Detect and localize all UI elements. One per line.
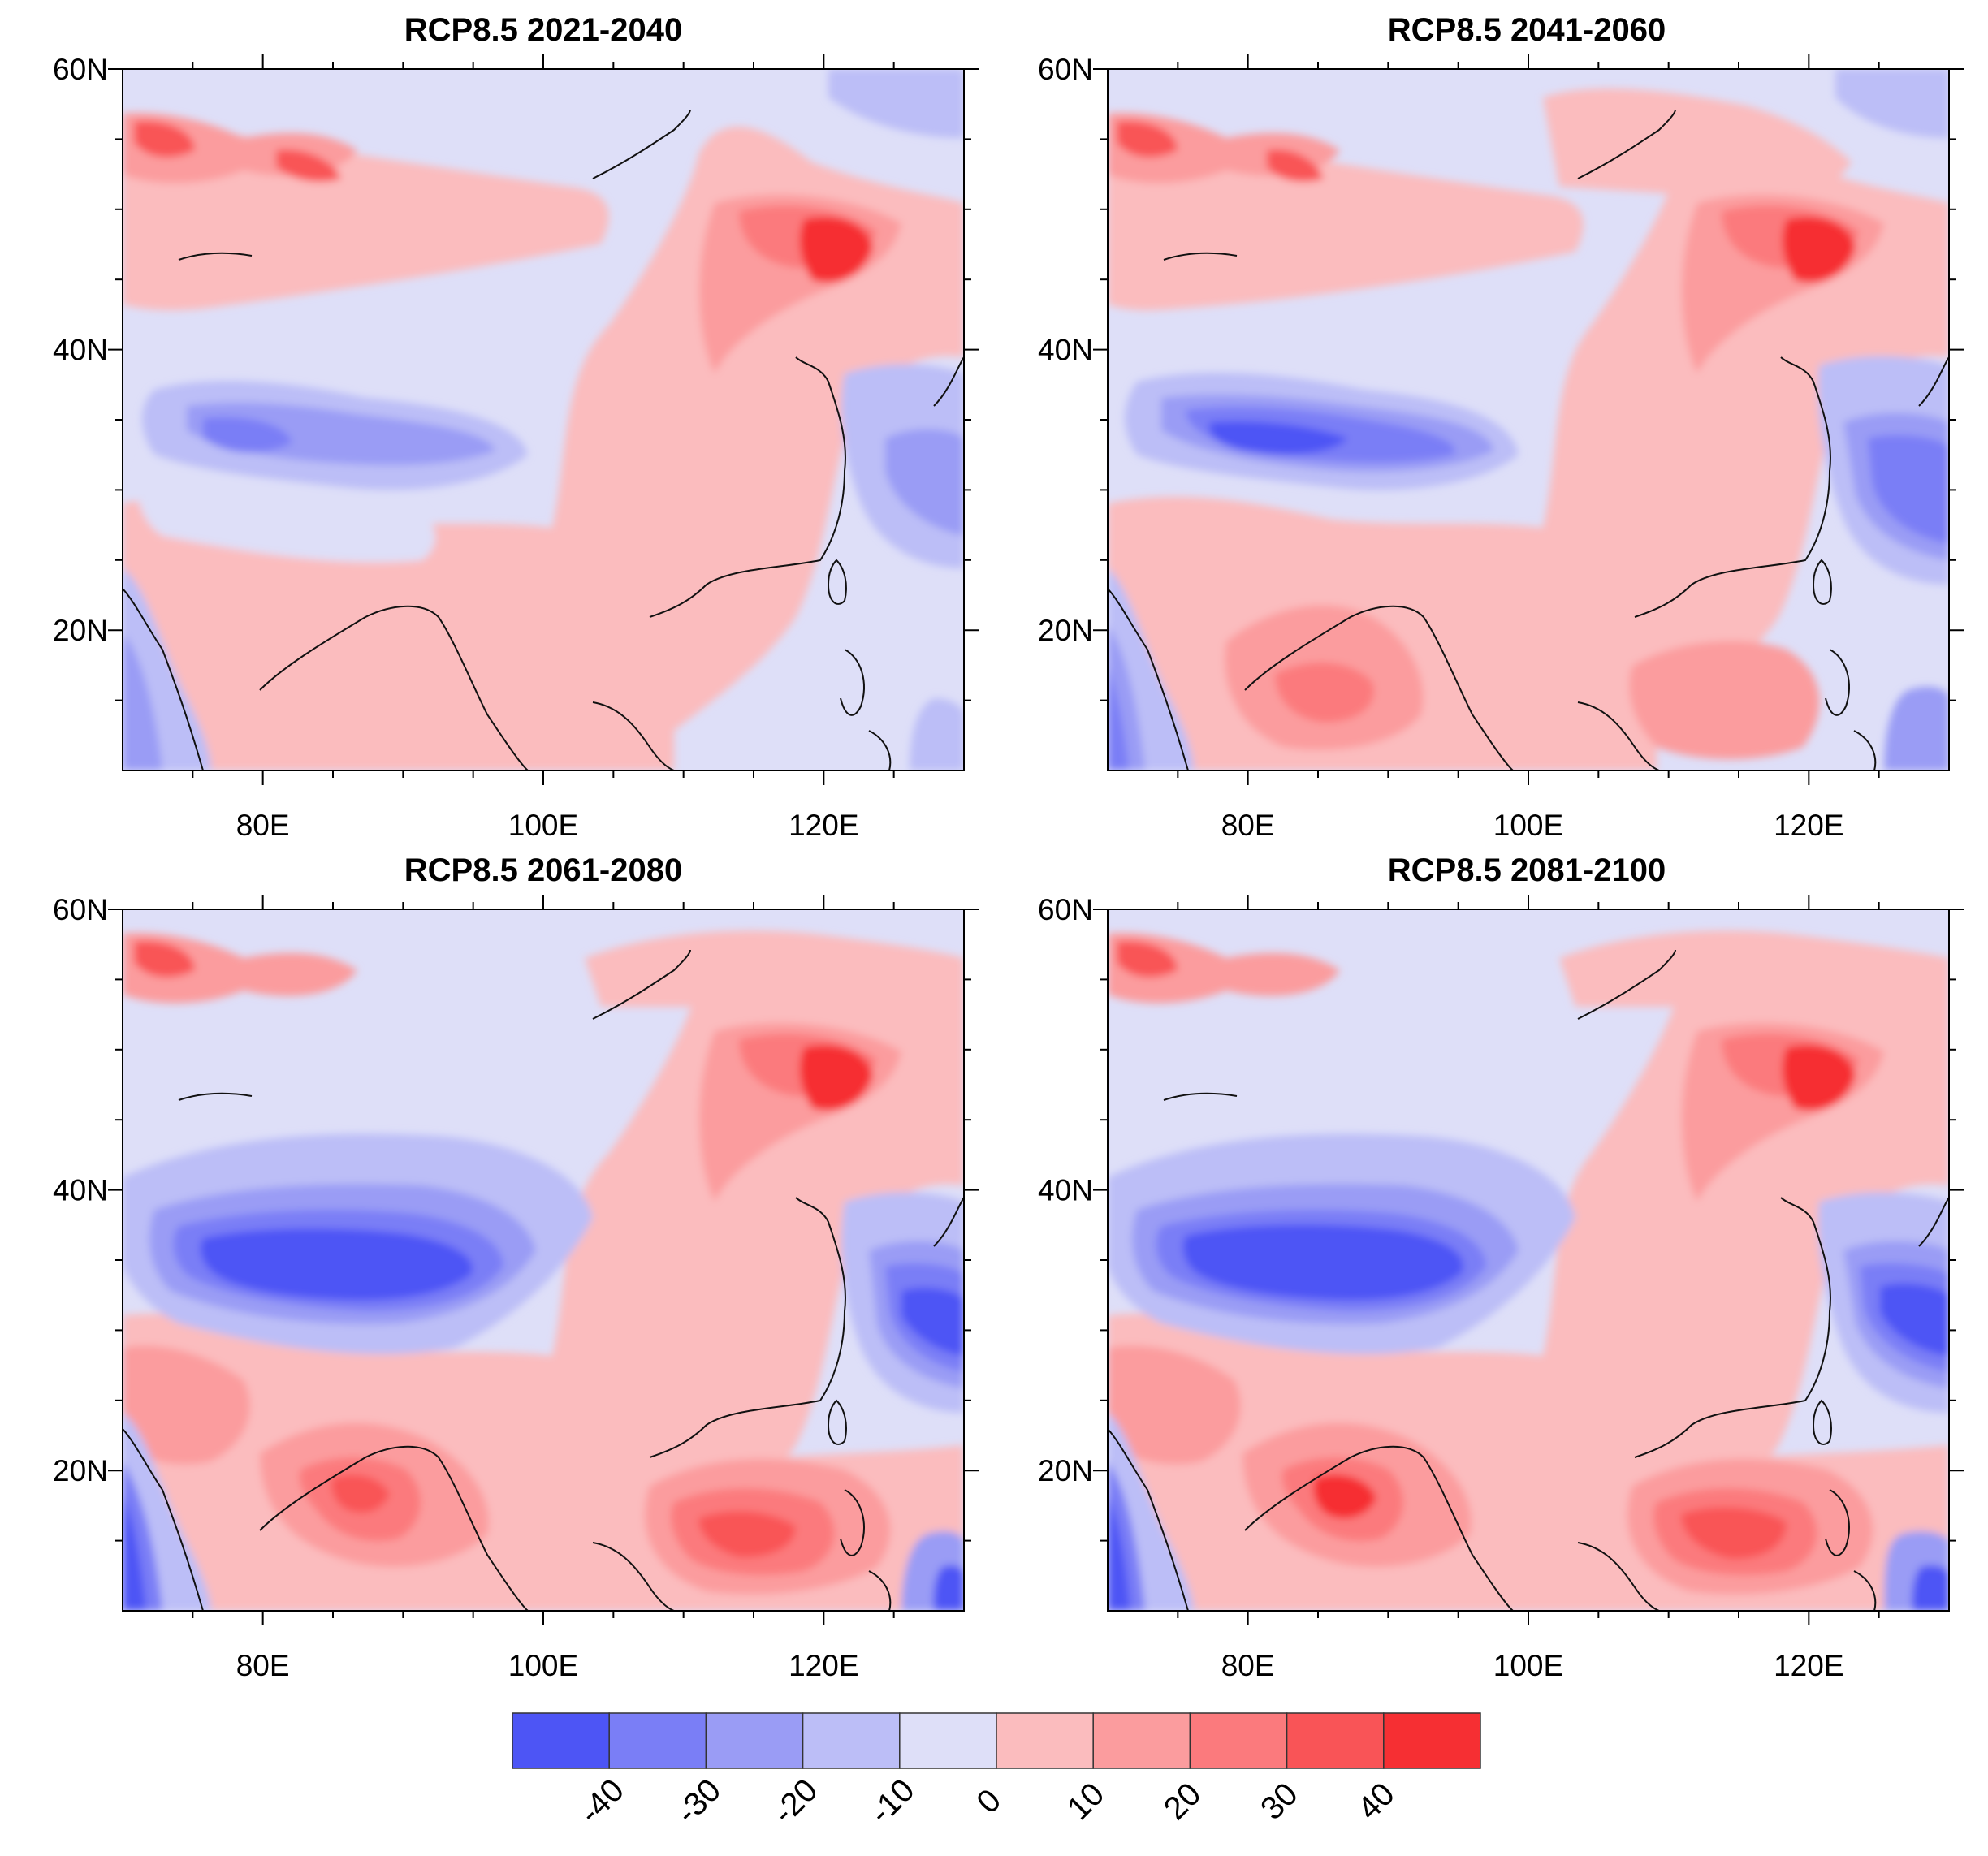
- colorbar-label: -20: [766, 1772, 824, 1831]
- lat-label: 40N: [53, 334, 108, 367]
- colorbar-swatch: [705, 1712, 804, 1769]
- lon-label: 120E: [1774, 1649, 1843, 1682]
- lat-label: 60N: [1038, 53, 1093, 86]
- lon-label: 100E: [1493, 1649, 1563, 1682]
- lon-label: 120E: [789, 1649, 858, 1682]
- lon-label: 80E: [1221, 809, 1275, 842]
- lon-label: 100E: [508, 1649, 578, 1682]
- colorbar-swatch: [1092, 1712, 1191, 1769]
- lat-label: 20N: [53, 1454, 108, 1487]
- lon-label: 120E: [789, 809, 858, 842]
- panel-4: RCP8.5 2081-2100: [1038, 852, 1964, 1682]
- panel-2-ticks: 60N 40N 20N 80E 100E 120E: [1038, 53, 1964, 842]
- lon-label: 120E: [1774, 809, 1843, 842]
- lon-label: 100E: [1493, 809, 1563, 842]
- colorbar-swatch: [1189, 1712, 1288, 1769]
- colorbar: -40 -30 -20 -10 0 10 20 30 40: [512, 1712, 1481, 1831]
- colorbar-swatch: [1286, 1712, 1385, 1769]
- lat-label: 20N: [1038, 1454, 1093, 1487]
- lon-label: 100E: [508, 809, 578, 842]
- lat-label: 60N: [53, 893, 108, 926]
- panel-1-ticks: 60N 40N 20N 80E 100E 120E: [53, 53, 979, 842]
- lat-label: 40N: [1038, 1174, 1093, 1207]
- lon-label: 80E: [236, 1649, 290, 1682]
- colorbar-label: 20: [1157, 1776, 1208, 1828]
- panel-3: RCP8.5 2061-2080: [53, 852, 979, 1682]
- colorbar-label: 30: [1254, 1776, 1305, 1828]
- colorbar-label: 10: [1061, 1776, 1112, 1828]
- panel-1-map: [123, 69, 964, 770]
- panel-4-ticks: 60N 40N 20N 80E 100E 120E: [1038, 893, 1964, 1682]
- colorbar-swatch: [1383, 1712, 1481, 1769]
- panel-3-ticks: 60N 40N 20N 80E 100E 120E: [53, 893, 979, 1682]
- colorbar-label: -10: [863, 1772, 922, 1831]
- panel-1: RCP8.5 2021-2040: [53, 12, 979, 842]
- lat-label: 20N: [1038, 614, 1093, 647]
- panel-3-map: [123, 909, 964, 1611]
- colorbar-label: -40: [573, 1772, 631, 1831]
- panel-2-title: RCP8.5 2041-2060: [1388, 12, 1666, 48]
- lat-label: 60N: [1038, 893, 1093, 926]
- lon-label: 80E: [236, 809, 290, 842]
- panel-1-title: RCP8.5 2021-2040: [404, 12, 682, 48]
- lat-label: 20N: [53, 614, 108, 647]
- lat-label: 60N: [53, 53, 108, 86]
- colorbar-label: -30: [669, 1772, 728, 1831]
- panel-4-map: [1108, 909, 1949, 1611]
- panel-2: RCP8.5 2041-2060: [1038, 12, 1964, 842]
- colorbar-swatch: [899, 1712, 997, 1769]
- lon-label: 80E: [1221, 1649, 1275, 1682]
- colorbar-swatch: [512, 1712, 610, 1769]
- panel-2-map: [1108, 69, 1949, 770]
- panel-4-title: RCP8.5 2081-2100: [1388, 852, 1666, 888]
- colorbar-label: 0: [970, 1782, 1008, 1820]
- lat-label: 40N: [1038, 334, 1093, 367]
- lat-label: 40N: [53, 1174, 108, 1207]
- colorbar-swatch: [608, 1712, 707, 1769]
- panel-3-title: RCP8.5 2061-2080: [404, 852, 682, 888]
- colorbar-swatch: [802, 1712, 901, 1769]
- colorbar-label: 40: [1351, 1776, 1402, 1828]
- colorbar-swatch: [996, 1712, 1094, 1769]
